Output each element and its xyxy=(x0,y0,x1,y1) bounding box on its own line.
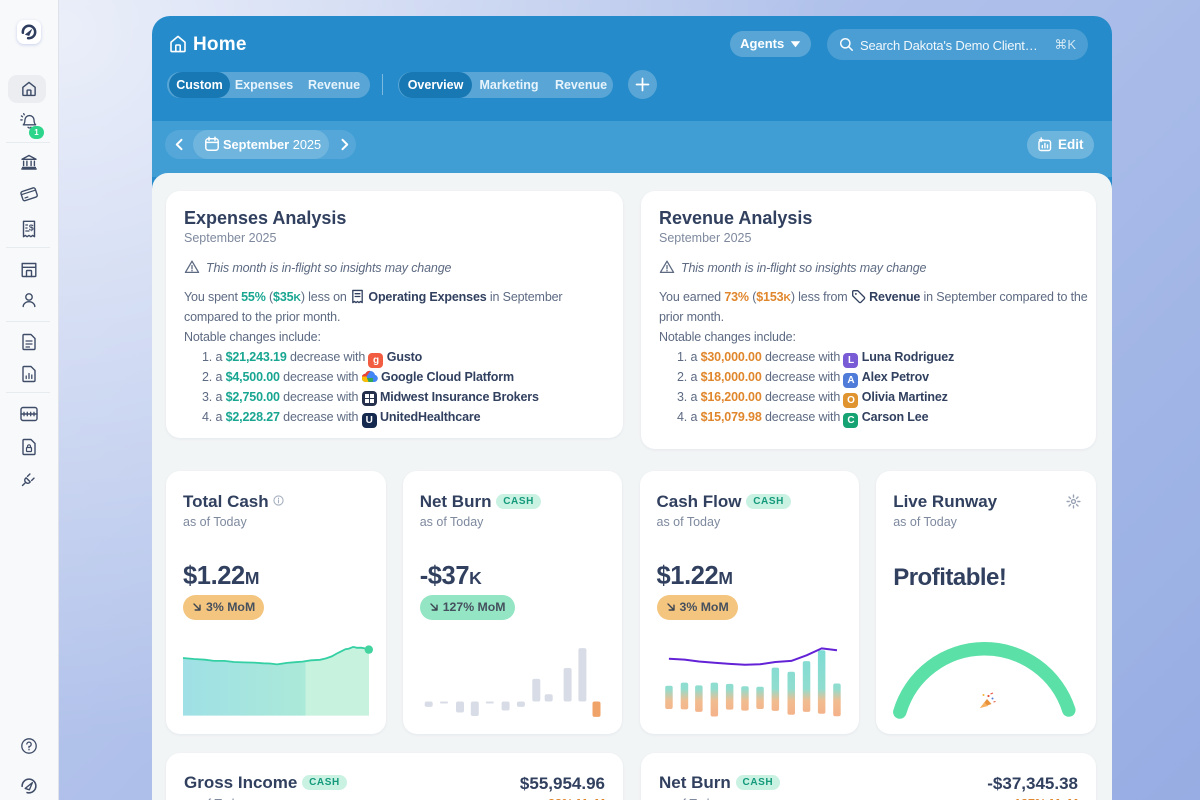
svg-text:$: $ xyxy=(29,223,34,233)
